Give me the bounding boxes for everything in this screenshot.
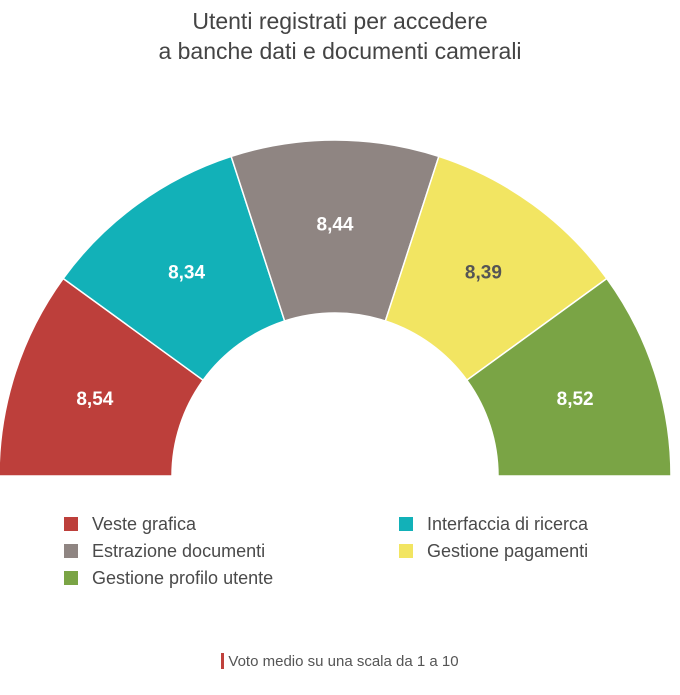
legend-label: Veste grafica <box>92 513 197 534</box>
legend-label: Interfaccia di ricerca <box>427 513 589 534</box>
segment-value-label: 8,54 <box>76 389 113 410</box>
legend-item-interfaccia-di-ricerca: Interfaccia di ricerca <box>399 513 588 535</box>
half-donut-chart: 8,54 8,34 8,44 8,39 8,52 <box>0 139 672 477</box>
chart-title-line-2: a banche dati e documenti camerali <box>158 38 522 64</box>
legend-swatch <box>399 544 413 558</box>
legend-label: Gestione profilo utente <box>92 567 274 588</box>
legend-item-gestione-pagamenti: Gestione pagamenti <box>399 540 588 562</box>
footnote-text: Voto medio su una scala da 1 a 10 <box>228 653 459 670</box>
donut-segment-5 <box>465 277 672 477</box>
legend-item-gestione-profilo-utente: Gestione profilo utente <box>64 567 273 589</box>
chart-title-line-1: Utenti registrati per accedere <box>192 8 488 34</box>
legend-swatch <box>64 571 78 585</box>
chart-title: Utenti registrati per accedere a banche … <box>0 6 680 66</box>
legend-item-veste-grafica: Veste grafica <box>64 513 196 535</box>
segment-value-label: 8,44 <box>317 215 354 236</box>
legend-swatch <box>64 517 78 531</box>
legend-swatch <box>399 517 413 531</box>
legend-label: Estrazione documenti <box>92 540 266 561</box>
footnote: Voto medio su una scala da 1 a 10 <box>0 653 680 670</box>
segment-value-label: 8,34 <box>168 263 205 284</box>
legend-label: Gestione pagamenti <box>427 540 589 561</box>
footnote-marker <box>221 653 225 669</box>
segment-value-label: 8,52 <box>557 389 594 410</box>
legend-swatch <box>64 544 78 558</box>
segment-value-label: 8,39 <box>465 263 502 284</box>
legend-item-estrazione-documenti: Estrazione documenti <box>64 540 265 562</box>
